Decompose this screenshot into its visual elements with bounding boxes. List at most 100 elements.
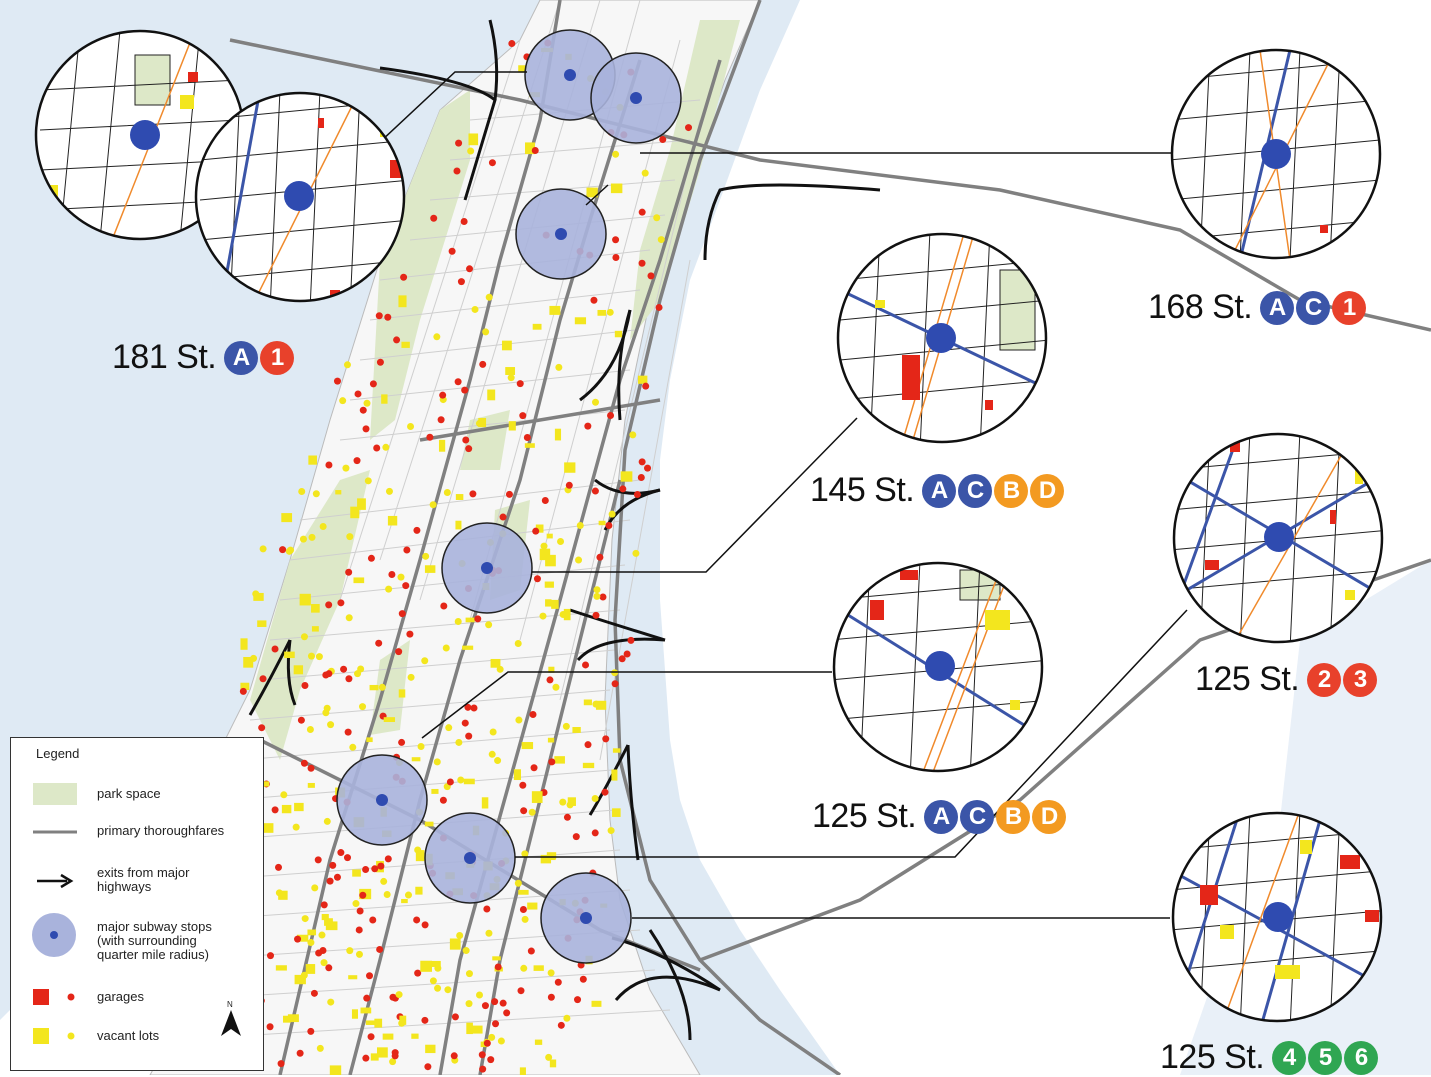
- garage-marker: [584, 422, 592, 430]
- garage-marker: [523, 433, 531, 441]
- vacant-lot-marker: [520, 964, 528, 972]
- vacant-lot-marker: [420, 960, 432, 972]
- garage-marker: [462, 436, 470, 444]
- vacant-lot-marker: [465, 970, 473, 978]
- north-arrow: N: [216, 1000, 246, 1040]
- line-badge-a: A: [1260, 290, 1295, 325]
- line-badge-b: B: [994, 473, 1029, 508]
- garage-marker: [439, 796, 447, 804]
- garage-marker: [376, 358, 384, 366]
- vacant-lot-marker: [335, 490, 342, 495]
- vacant-lot-marker: [485, 621, 493, 629]
- vacant-lot-marker: [253, 592, 264, 601]
- vacant-lot-marker: [557, 537, 565, 545]
- garage-marker: [376, 945, 384, 953]
- station-name: 125 St.: [812, 797, 917, 835]
- garage-marker: [371, 865, 379, 873]
- vacant-lot-marker: [485, 293, 493, 301]
- vacant-lot-marker: [293, 665, 304, 675]
- garage-marker: [393, 336, 401, 344]
- callout-leaders: [379, 71, 1188, 919]
- vacant-lot-marker: [434, 964, 442, 972]
- subway-stop-125-456[interactable]: [540, 872, 632, 964]
- line-badge-a: A: [924, 799, 959, 834]
- vacant-lot-marker: [593, 592, 601, 600]
- park-swatch-icon: [33, 783, 77, 805]
- morningside-park: [370, 640, 410, 735]
- vacant-lot-marker: [465, 1000, 473, 1008]
- garage-marker: [469, 490, 477, 498]
- vacant-lot-marker: [378, 683, 386, 691]
- vacant-lot-marker: [549, 1059, 557, 1068]
- garage-marker: [491, 998, 499, 1006]
- subway-stop-181-1[interactable]: [590, 52, 682, 144]
- legend-label-park: park space: [97, 786, 161, 801]
- garage-marker: [519, 412, 527, 420]
- vacant-lot-marker: [278, 890, 288, 900]
- vacant-lot-marker: [492, 956, 501, 961]
- vacant-lot-marker: [539, 612, 547, 620]
- vacant-lot-marker: [316, 1044, 324, 1052]
- vacant-lot-marker: [455, 494, 464, 500]
- vacant-lot-marker: [383, 890, 391, 898]
- subway-stop-125-1[interactable]: [336, 754, 428, 846]
- line-badge-c: C: [1296, 290, 1331, 325]
- garage-marker: [258, 724, 266, 732]
- vacant-lot-marker: [508, 421, 516, 431]
- vacant-lot-marker: [346, 947, 354, 955]
- vacant-lot-marker: [534, 1039, 543, 1045]
- vacant-lot-marker: [466, 1022, 473, 1035]
- vacant-lot-marker: [411, 757, 421, 762]
- garage-marker: [685, 124, 693, 132]
- garage-marker: [591, 829, 599, 837]
- vacant-lot-marker: [429, 977, 437, 985]
- vacant-lot-marker: [552, 683, 560, 691]
- line-badge-d: D: [1032, 799, 1067, 834]
- subway-stop-168[interactable]: [515, 188, 607, 280]
- garage-marker: [483, 905, 491, 913]
- vacant-lot-marker: [454, 618, 462, 626]
- garage-marker: [373, 444, 381, 452]
- vacant-lot-marker: [545, 1053, 553, 1061]
- garage-marker: [391, 1052, 399, 1060]
- garage-swatch-icon: [33, 989, 75, 1005]
- vacant-lot-marker: [505, 367, 516, 375]
- garage-marker: [478, 1051, 486, 1059]
- garage-marker: [446, 778, 454, 786]
- subway-stop-125-ac[interactable]: [424, 812, 516, 904]
- garage-marker: [638, 458, 646, 466]
- vacant-lot-marker: [382, 1033, 394, 1040]
- station-name: 145 St.: [810, 471, 915, 509]
- station-label-181: 181 St. A 1: [112, 338, 295, 377]
- vacant-lot-marker: [549, 305, 561, 315]
- highway-exit-arrow: [576, 637, 666, 662]
- highway-exit-arrow: [488, 19, 499, 101]
- vacant-lot-marker: [468, 133, 479, 146]
- vacant-lot-marker: [352, 900, 360, 908]
- legend-label-garages: garages: [97, 989, 144, 1004]
- vacant-lot-marker: [620, 471, 633, 482]
- vacant-lot-marker: [564, 462, 576, 473]
- garage-marker: [647, 272, 655, 280]
- garage-marker: [413, 526, 421, 534]
- garage-marker: [403, 546, 411, 554]
- garage-marker: [363, 994, 371, 1002]
- vacant-lot-marker: [471, 1025, 483, 1034]
- vacant-lot-marker: [308, 533, 316, 541]
- line-badge-6: 6: [1344, 1040, 1379, 1075]
- vacant-lot-marker: [417, 742, 425, 750]
- garage-marker: [297, 716, 305, 724]
- vacant-lot-marker: [524, 443, 535, 448]
- subway-stop-145[interactable]: [441, 522, 533, 614]
- thoroughfare-harlem-river-drive: [613, 0, 841, 1075]
- highway-exit-arrow: [614, 975, 721, 1001]
- vacant-lot-marker: [240, 682, 250, 691]
- garage-marker: [519, 905, 527, 913]
- vacant-lot-marker: [629, 431, 637, 439]
- garage-marker: [505, 490, 513, 498]
- garage-marker: [612, 236, 620, 244]
- vacant-lot-marker: [455, 738, 463, 746]
- vacant-lot-marker: [415, 850, 425, 862]
- vacant-lot-marker: [497, 1037, 505, 1045]
- garage-marker: [325, 601, 333, 609]
